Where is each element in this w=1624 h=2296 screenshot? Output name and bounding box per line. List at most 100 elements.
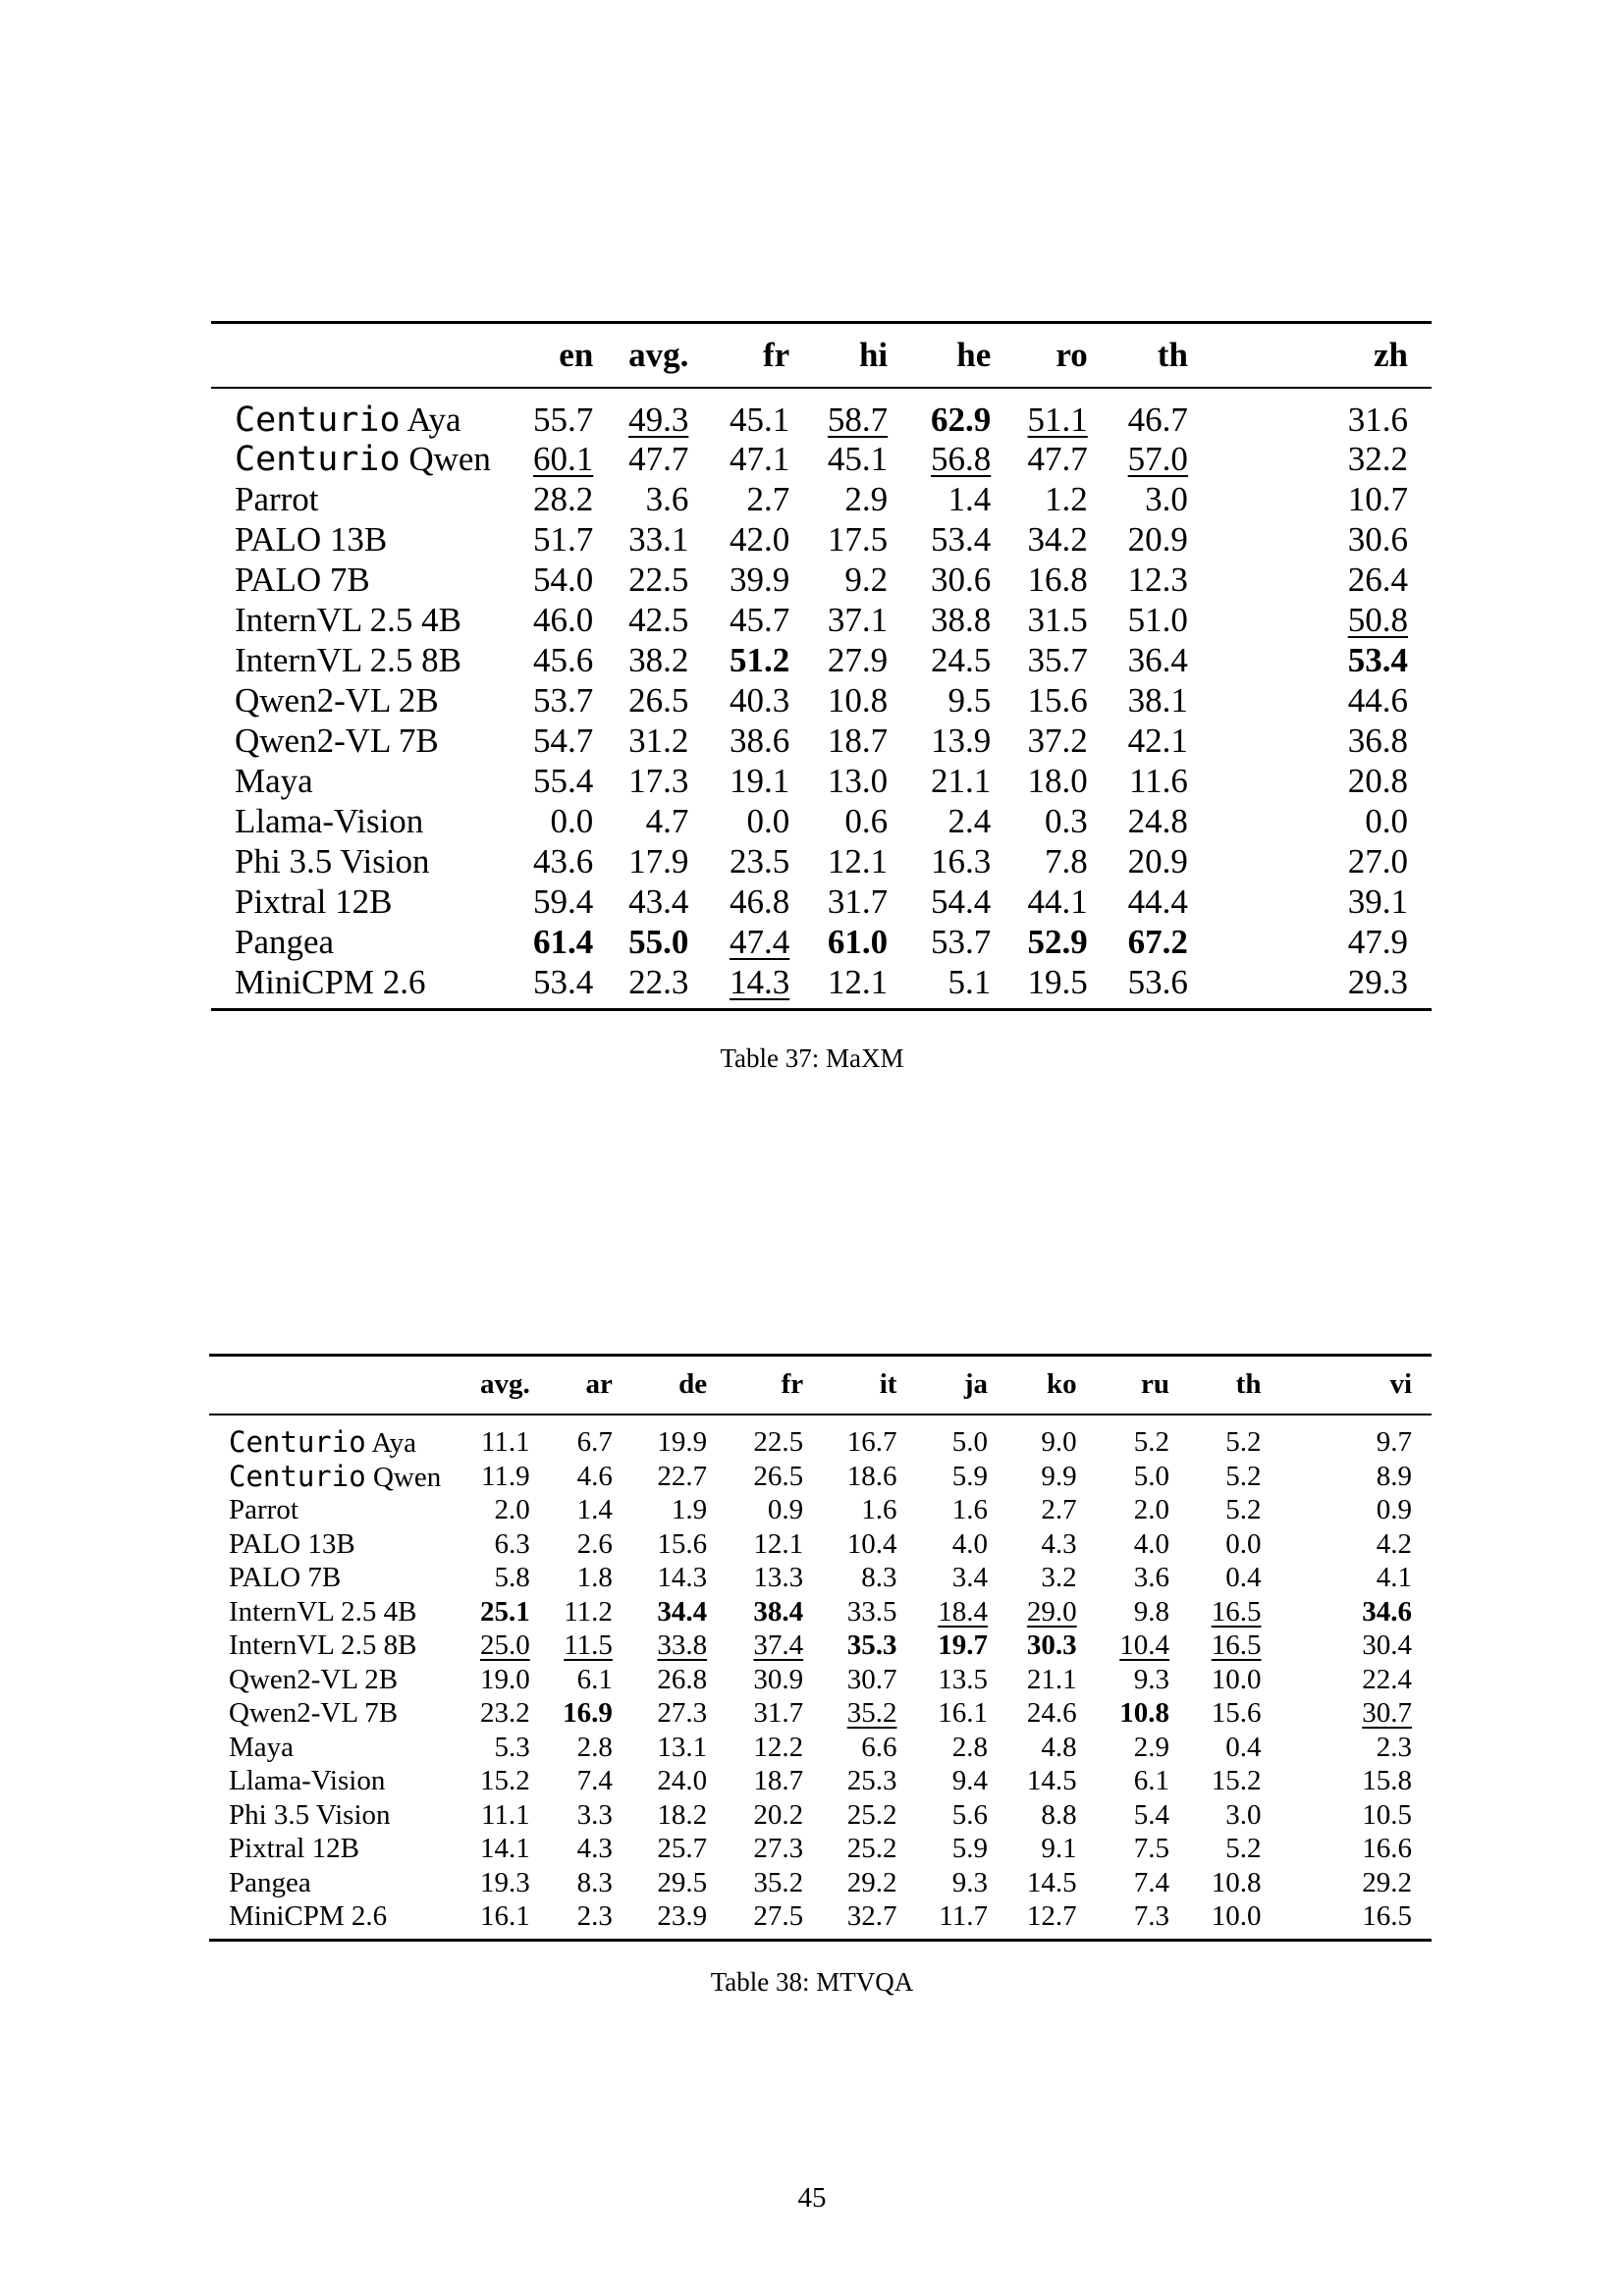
score-value: 9.7 xyxy=(1376,1425,1412,1458)
score-cell: 2.9 xyxy=(789,480,888,520)
score-value: 47.7 xyxy=(628,440,689,478)
score-cell: 25.3 xyxy=(803,1765,897,1799)
score-value: 3.6 xyxy=(1133,1562,1170,1594)
score-cell: 6.3 xyxy=(445,1527,529,1562)
table-row: Pangea 61.4 55.0 47.4 61.0 53.7 52.9 67.2 47.9 xyxy=(211,923,1432,963)
score-cell: 45.1 xyxy=(789,440,888,480)
score-value: 38.4 xyxy=(753,1595,804,1628)
score-cell: 43.4 xyxy=(593,882,688,923)
score-value: 22.5 xyxy=(628,561,689,599)
model-name: Qwen2-VL 7B xyxy=(235,721,439,760)
model-name-cell: InternVL 2.5 4B xyxy=(209,1595,445,1629)
score-value: 2.3 xyxy=(1376,1731,1412,1763)
score-cell: 54.0 xyxy=(491,561,593,601)
score-cell: 11.6 xyxy=(1088,762,1188,802)
score-value: 35.3 xyxy=(846,1629,897,1662)
score-cell: 22.4 xyxy=(1261,1663,1432,1697)
score-cell: 27.5 xyxy=(707,1900,803,1941)
model-name: Qwen2-VL 2B xyxy=(229,1663,399,1695)
score-value: 9.5 xyxy=(947,681,992,720)
score-value: 31.2 xyxy=(628,721,689,760)
score-value: 0.0 xyxy=(1365,802,1408,840)
model-name: Phi 3.5 Vision xyxy=(235,842,430,881)
score-value: 38.2 xyxy=(628,641,689,679)
score-cell: 19.3 xyxy=(445,1866,530,1900)
score-cell: 2.8 xyxy=(530,1731,613,1765)
model-name-cell: Centurio Qwen xyxy=(209,1460,445,1494)
table-row: Pixtral 12B 14.1 4.3 25.7 27.3 25.2 5.9 9.1 7.5 5… xyxy=(209,1833,1432,1867)
score-value: 23.9 xyxy=(657,1899,708,1932)
column-header: avg. xyxy=(593,322,689,389)
score-cell: 47.9 xyxy=(1188,923,1432,963)
score-value: 2.4 xyxy=(947,802,992,840)
score-cell: 10.5 xyxy=(1261,1798,1432,1833)
score-cell: 25.0 xyxy=(445,1629,530,1664)
score-cell: 4.6 xyxy=(530,1460,613,1494)
model-name-cell: Maya xyxy=(209,1731,445,1765)
score-cell: 22.7 xyxy=(613,1460,707,1494)
score-cell: 44.1 xyxy=(991,882,1088,923)
score-cell: 57.0 xyxy=(1088,440,1188,480)
score-cell: 1.4 xyxy=(530,1494,613,1528)
score-cell: 2.7 xyxy=(988,1494,1076,1528)
model-name-cell: Llama-Vision xyxy=(211,802,491,842)
score-value: 5.6 xyxy=(951,1798,988,1831)
score-cell: 5.2 xyxy=(1169,1460,1261,1494)
score-value: 3.3 xyxy=(576,1798,613,1831)
score-value: 11.1 xyxy=(481,1798,530,1831)
score-cell: 19.7 xyxy=(896,1629,988,1664)
score-cell: 23.2 xyxy=(445,1697,530,1732)
score-value: 51.7 xyxy=(533,520,594,559)
score-value: 31.5 xyxy=(1027,601,1088,639)
score-value: 53.7 xyxy=(533,681,594,720)
score-cell: 0.4 xyxy=(1169,1731,1261,1765)
score-value: 20.8 xyxy=(1347,762,1408,800)
score-value: 2.9 xyxy=(1133,1731,1170,1763)
score-value: 0.0 xyxy=(1225,1527,1262,1560)
score-value: 5.9 xyxy=(951,1833,988,1865)
score-value: 5.2 xyxy=(1225,1494,1262,1526)
score-value: 16.5 xyxy=(1362,1899,1412,1932)
score-cell: 12.7 xyxy=(988,1900,1077,1941)
score-cell: 15.6 xyxy=(991,681,1088,721)
score-cell: 15.8 xyxy=(1261,1765,1432,1799)
table-row: PALO 7B 54.0 22.5 39.9 9.2 30.6 16.8 12.3 26.4 xyxy=(211,561,1432,601)
score-cell: 25.7 xyxy=(613,1833,707,1867)
score-cell: 16.1 xyxy=(445,1900,530,1941)
score-cell: 30.6 xyxy=(888,561,991,601)
score-cell: 54.7 xyxy=(491,721,593,762)
score-value: 5.0 xyxy=(1133,1460,1170,1492)
table-row: Qwen2-VL 2B 53.7 26.5 40.3 10.8 9.5 15.6 38.1 44… xyxy=(211,681,1432,721)
score-value: 53.4 xyxy=(533,962,594,1001)
score-cell: 9.0 xyxy=(988,1415,1076,1460)
score-value: 25.0 xyxy=(479,1629,530,1662)
model-name: InternVL 2.5 8B xyxy=(235,641,462,679)
score-value: 16.5 xyxy=(1211,1629,1262,1662)
score-value: 51.0 xyxy=(1127,601,1188,639)
score-value: 39.1 xyxy=(1347,882,1408,921)
model-name-cell: Pixtral 12B xyxy=(211,882,491,923)
score-cell: 18.7 xyxy=(707,1765,803,1799)
score-cell: 10.4 xyxy=(1077,1629,1169,1664)
score-value: 27.3 xyxy=(753,1833,804,1865)
score-value: 14.3 xyxy=(657,1562,708,1594)
score-value: 12.1 xyxy=(753,1527,804,1560)
score-value: 10.8 xyxy=(1119,1697,1170,1730)
model-name-cell: InternVL 2.5 8B xyxy=(211,641,491,681)
score-value: 57.0 xyxy=(1127,440,1188,478)
score-value: 12.2 xyxy=(753,1731,804,1763)
score-value: 27.3 xyxy=(657,1697,708,1730)
score-cell: 18.4 xyxy=(896,1595,988,1629)
column-header: th xyxy=(1169,1355,1262,1415)
score-cell: 31.6 xyxy=(1188,388,1432,440)
score-value: 5.1 xyxy=(947,962,992,1001)
model-name-cell: Pangea xyxy=(211,923,491,963)
score-cell: 6.6 xyxy=(803,1731,896,1765)
score-value: 44.6 xyxy=(1347,681,1408,720)
score-value: 45.1 xyxy=(827,440,889,478)
score-cell: 28.2 xyxy=(491,480,593,520)
score-cell: 12.2 xyxy=(707,1731,803,1765)
column-header: ja xyxy=(896,1355,988,1415)
score-cell: 5.8 xyxy=(445,1562,529,1596)
score-cell: 21.1 xyxy=(888,762,991,802)
